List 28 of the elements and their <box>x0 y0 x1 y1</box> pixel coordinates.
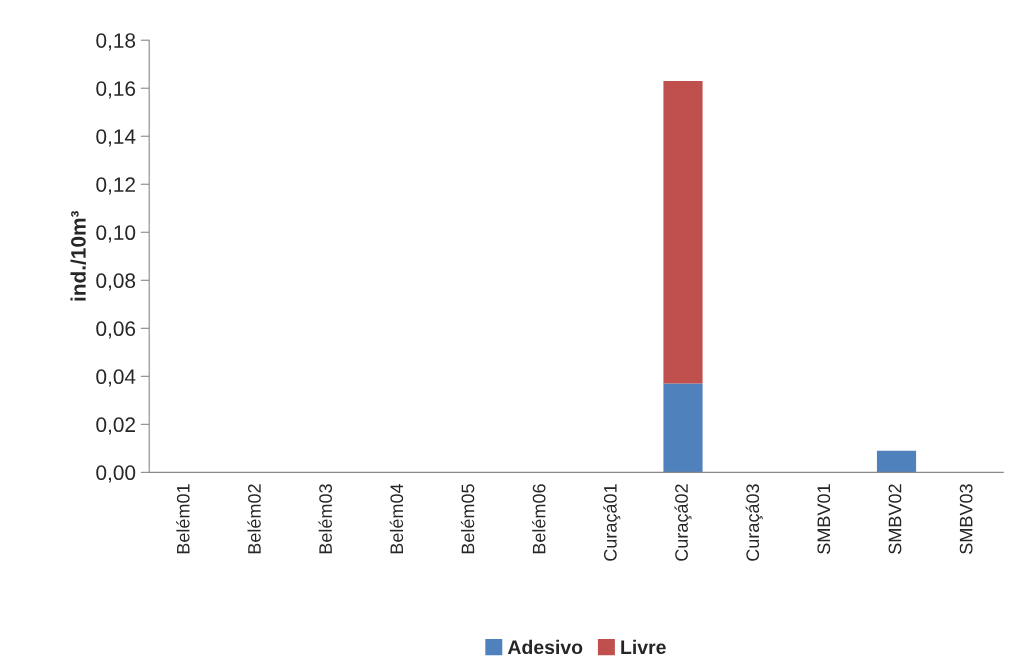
y-tick-label: 0,12 <box>96 177 135 195</box>
y-tick-label: 0,16 <box>96 81 136 99</box>
y-tick-label: 0,06 <box>96 321 136 339</box>
y-tick-label: 0,02 <box>96 417 135 435</box>
legend-label: Livre <box>621 639 666 655</box>
legend-label: Adesivo <box>507 639 583 655</box>
x-tick-label: Curaçá03 <box>745 484 763 561</box>
x-tick-label: Curaçá01 <box>603 484 621 561</box>
y-tick-label: 0,00 <box>96 465 136 483</box>
x-tick-label: Belém03 <box>318 484 332 554</box>
y-tick-label: 0,10 <box>96 225 136 243</box>
y-axis-title: ind./10m³ <box>70 210 87 301</box>
x-tick-label: SMBV03 <box>959 484 973 554</box>
x-tick-label: SMBV02 <box>888 484 902 554</box>
bar <box>663 81 703 384</box>
x-tick-label: Belém01 <box>176 484 190 554</box>
y-tick-label: 0,14 <box>96 129 136 147</box>
y-tick-label: 0,04 <box>96 369 136 387</box>
x-tick-label: Belém06 <box>532 484 546 554</box>
bar <box>876 450 917 473</box>
y-tick-label: 0,08 <box>96 273 136 291</box>
x-tick-label: SMBV01 <box>817 484 831 554</box>
x-tick-label: Belém05 <box>460 484 475 554</box>
x-tick-label: Belém04 <box>389 483 404 554</box>
x-tick-label: Curaçá02 <box>674 484 692 561</box>
bar <box>663 383 703 473</box>
y-tick-label: 0,18 <box>96 33 136 51</box>
x-tick-label: Belém02 <box>247 484 261 554</box>
